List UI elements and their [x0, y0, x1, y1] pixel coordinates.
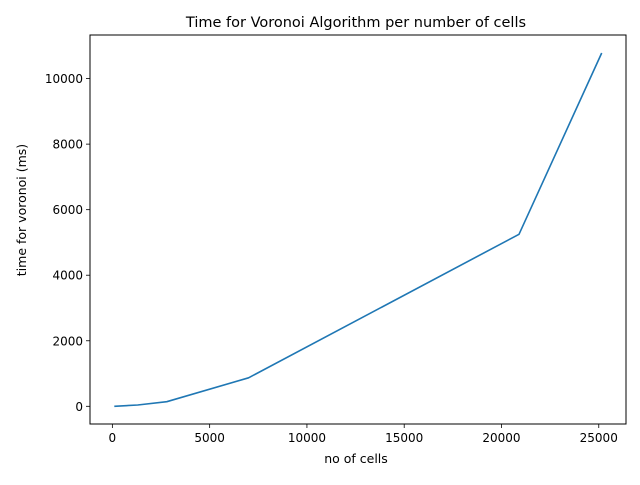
x-axis-ticks: 0 5000 10000 15000 20000 25000 [109, 424, 618, 445]
y-tick-label: 8000 [52, 138, 83, 152]
y-tick-label: 2000 [52, 334, 83, 348]
x-axis-label: no of cells [324, 451, 388, 466]
y-axis-label: time for voronoi (ms) [14, 144, 29, 276]
series-line [114, 52, 603, 408]
x-tick-label: 5000 [194, 431, 225, 445]
x-tick-label: 20000 [482, 431, 520, 445]
y-axis-ticks: 0 2000 4000 6000 8000 10000 [45, 72, 90, 414]
plot-series [114, 52, 603, 408]
x-tick-label: 25000 [580, 431, 618, 445]
plot-frame [89, 34, 627, 425]
y-tick-label: 4000 [52, 269, 83, 283]
y-tick-label: 0 [75, 400, 83, 414]
x-tick-label: 0 [109, 431, 117, 445]
chart-title: Time for Voronoi Algorithm per number of… [185, 15, 526, 31]
x-tick-label: 15000 [385, 431, 423, 445]
y-tick-label: 6000 [52, 203, 83, 217]
x-tick-label: 10000 [288, 431, 326, 445]
y-tick-label: 10000 [45, 72, 83, 86]
